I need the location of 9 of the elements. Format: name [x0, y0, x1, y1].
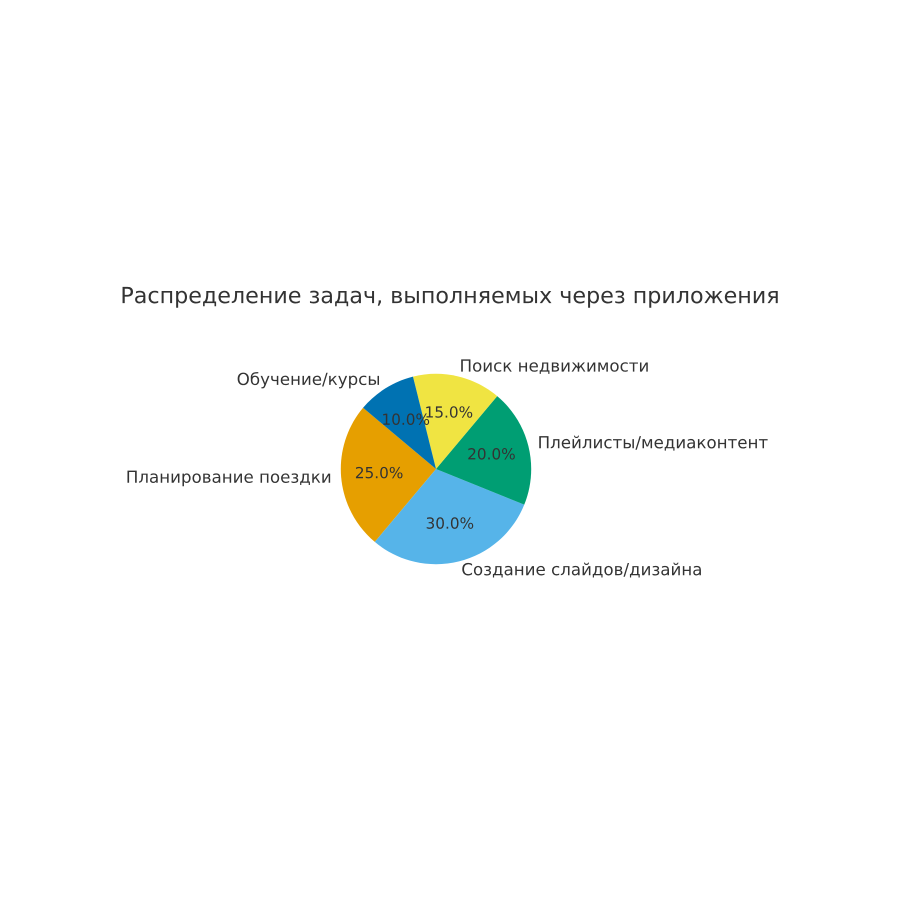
data-label: 30.0% — [426, 517, 474, 529]
data-label: 25.0% — [356, 466, 403, 478]
slice-label: Планирование поездки — [127, 470, 330, 486]
slice-label: Поиск недвижимости — [461, 359, 648, 374]
slice-label: Обучение/курсы — [238, 372, 380, 388]
chart-title: Распределение задач, выполняемых через приложения — [122, 286, 778, 308]
data-label: 20.0% — [468, 448, 515, 460]
slice-label: Создание слайдов/дизайна — [462, 562, 701, 578]
slice-label: Плейлисты/медиаконтент — [539, 436, 768, 451]
